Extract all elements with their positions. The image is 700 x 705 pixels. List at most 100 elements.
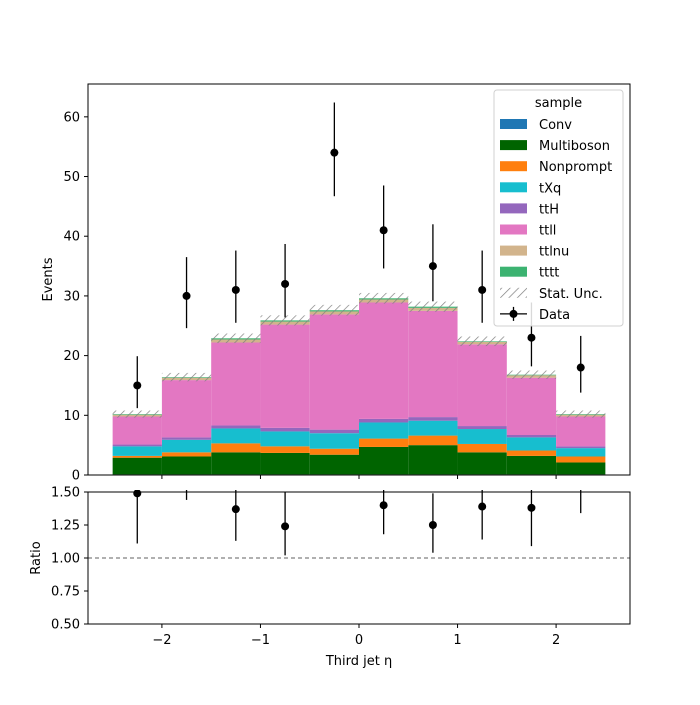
- main-y-tick-label: 20: [63, 349, 80, 364]
- bar-nonprompt-bin-4: [309, 448, 359, 455]
- bar-tth-bin-5: [359, 418, 409, 423]
- data-points: [133, 102, 585, 409]
- ratio-x-tick-label: −2: [152, 633, 171, 648]
- legend-label-7: tttt: [539, 266, 559, 281]
- legend-swatch-4: [500, 203, 527, 214]
- stat-unc-band-bin-0: [112, 410, 162, 418]
- legend-swatch-7: [500, 266, 527, 277]
- legend-data-marker: [509, 309, 518, 318]
- bar-nonprompt-bin-0: [112, 455, 162, 458]
- bar-nonprompt-bin-5: [359, 438, 409, 447]
- bar-txq-bin-8: [506, 437, 557, 451]
- bar-ttll-bin-3: [260, 324, 310, 428]
- main-y-tick-label: 10: [63, 409, 80, 424]
- bar-nonprompt-bin-1: [161, 452, 212, 457]
- stat-uncertainty-bands: [112, 292, 606, 418]
- bar-tth-bin-0: [112, 444, 162, 447]
- bar-multiboson-bin-8: [506, 455, 557, 475]
- stat-unc-band-bin-4: [309, 304, 359, 316]
- bar-nonprompt-bin-8: [506, 450, 557, 456]
- legend-label-6: ttlnu: [539, 245, 569, 260]
- bar-multiboson-bin-4: [309, 454, 359, 475]
- stat-unc-band-bin-7: [457, 336, 507, 347]
- legend-label-2: Nonprompt: [539, 160, 612, 175]
- bar-txq-bin-9: [556, 448, 606, 457]
- bar-txq-bin-4: [309, 433, 359, 449]
- ratio-point-bin-8: [527, 503, 536, 512]
- bar-ttll-bin-1: [161, 380, 212, 438]
- data-point-bin-3: [281, 279, 290, 288]
- bar-txq-bin-6: [408, 420, 458, 436]
- ratio-x-tick-label: 0: [355, 633, 363, 648]
- bar-multiboson-bin-0: [112, 457, 162, 475]
- data-point-bin-9: [576, 363, 585, 372]
- data-point-bin-7: [478, 285, 487, 294]
- bar-txq-bin-7: [457, 429, 507, 444]
- stat-unc-band-bin-9: [556, 410, 606, 418]
- bar-nonprompt-bin-6: [408, 435, 458, 446]
- ratio-panel-background: [88, 492, 630, 624]
- ratio-x-tick-label: −1: [251, 633, 270, 648]
- legend-label-8: Stat. Unc.: [539, 287, 603, 302]
- ratio-point-bin-0: [133, 490, 142, 498]
- ratio-y-tick-label: 1.00: [51, 552, 80, 567]
- main-y-axis-label: Events: [41, 257, 56, 301]
- bar-ttll-bin-4: [309, 314, 359, 430]
- legend-swatch-stat-unc: [500, 287, 527, 298]
- bar-tth-bin-6: [408, 417, 458, 421]
- ratio-axes: 0.50 0.75 1.00 1.25 1.50 −2 −1 0 1 2: [51, 486, 631, 648]
- bar-txq-bin-3: [260, 431, 310, 447]
- bar-ttll-bin-6: [408, 310, 458, 418]
- bar-multiboson-bin-1: [161, 456, 212, 475]
- data-point-bin-4: [330, 148, 339, 157]
- stat-unc-band-bin-3: [260, 315, 310, 326]
- bar-multiboson-bin-2: [211, 452, 261, 475]
- data-point-bin-1: [182, 291, 191, 300]
- legend-swatch-6: [500, 245, 527, 256]
- legend-swatch-5: [500, 224, 527, 235]
- legend-label-3: tXq: [539, 181, 561, 196]
- main-y-tick-label: 60: [63, 110, 80, 125]
- data-point-bin-5: [379, 226, 388, 235]
- main-axes: 0 10 20 30 40 50 60: [63, 83, 631, 484]
- ratio-x-tick-label: 2: [552, 633, 560, 648]
- bar-txq-bin-1: [161, 439, 212, 453]
- legend-label-5: ttll: [539, 224, 556, 239]
- data-point-bin-0: [133, 381, 142, 390]
- ratio-point-bin-7: [478, 502, 487, 511]
- legend-swatch-0: [500, 119, 527, 129]
- ratio-point-bin-6: [428, 521, 437, 529]
- stat-unc-band-bin-2: [211, 333, 261, 344]
- ratio-point-bin-2: [231, 505, 240, 514]
- bar-tth-bin-3: [260, 427, 310, 432]
- bar-txq-bin-0: [112, 446, 162, 456]
- ratio-y-tick-label: 0.50: [51, 618, 80, 633]
- bar-multiboson-bin-7: [457, 452, 507, 475]
- ratio-panel: [88, 492, 630, 624]
- bar-ttll-bin-8: [506, 377, 557, 436]
- ratio-y-tick-label: 0.75: [51, 585, 80, 600]
- legend-label-9: Data: [539, 308, 570, 323]
- bar-txq-bin-5: [359, 422, 409, 439]
- data-point-bin-8: [527, 333, 536, 342]
- legend: sample Conv Multiboson Nonprompt tXq ttH ttll…: [493, 89, 624, 327]
- bar-ttll-bin-2: [211, 342, 261, 426]
- bar-multiboson-bin-5: [359, 446, 409, 475]
- bar-nonprompt-bin-9: [556, 456, 606, 463]
- x-axis-label: Third jet η: [325, 654, 392, 669]
- stat-unc-band-bin-1: [161, 372, 212, 382]
- data-point-bin-2: [231, 285, 240, 294]
- main-y-tick-label: 0: [72, 469, 80, 484]
- bar-nonprompt-bin-7: [457, 443, 507, 453]
- bar-txq-bin-2: [211, 428, 261, 444]
- stat-unc-band-bin-8: [506, 370, 557, 379]
- bar-multiboson-bin-3: [260, 452, 310, 475]
- main-y-tick-label: 30: [63, 289, 80, 304]
- legend-label-0: Conv: [539, 118, 572, 133]
- bar-nonprompt-bin-2: [211, 443, 261, 453]
- ratio-y-tick-label: 1.50: [51, 486, 80, 501]
- data-point-bin-6: [428, 262, 437, 271]
- main-y-tick-label: 50: [63, 170, 80, 185]
- ratio-y-tick-label: 1.25: [51, 519, 80, 534]
